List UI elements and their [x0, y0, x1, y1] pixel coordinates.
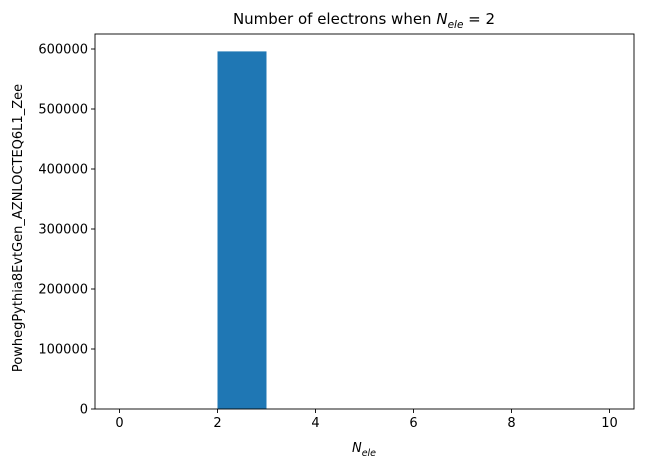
chart-title-symbol: N: [436, 10, 447, 28]
y-tick-label: 200000: [38, 283, 88, 298]
x-axis-label-symbol: N: [352, 441, 362, 456]
y-tick-label: 500000: [38, 103, 88, 118]
x-tick-label: 0: [115, 416, 123, 431]
x-tick-label: 2: [213, 416, 221, 431]
chart-title-prefix: Number of electrons when: [233, 10, 436, 28]
x-tick-label: 10: [601, 416, 618, 431]
bars-group: [217, 51, 267, 410]
chart-title-subscript: ele: [448, 19, 464, 31]
x-axis-ticks: 0 2 4 6 8 10: [115, 409, 618, 431]
y-tick-label: 300000: [38, 223, 88, 238]
x-axis-label: Nele: [352, 441, 376, 459]
x-axis-label-subscript: ele: [362, 448, 376, 459]
x-tick-label: 8: [507, 416, 515, 431]
y-tick-label: 100000: [38, 343, 88, 358]
chart-title: Number of electrons when Nele = 2: [233, 10, 495, 31]
chart-title-suffix: = 2: [463, 10, 495, 28]
x-tick-label: 4: [311, 416, 319, 431]
y-tick-label: 600000: [38, 43, 88, 58]
y-tick-label: 400000: [38, 163, 88, 178]
y-axis-label: PowhegPythia8EvtGen_AZNLOCTEQ6L1_Zee: [11, 84, 26, 372]
y-axis-ticks: 0 100000 200000 300000 400000 500000 600000: [38, 43, 95, 418]
x-tick-label: 6: [409, 416, 417, 431]
y-tick-label: 0: [80, 403, 88, 418]
histogram-bar: [217, 51, 267, 410]
plot-frame: [94, 33, 635, 410]
